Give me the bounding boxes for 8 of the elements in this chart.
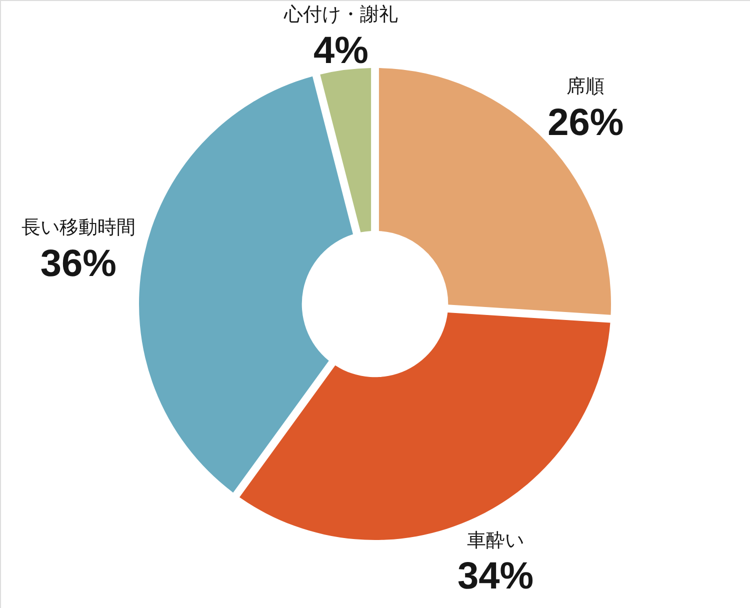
data-label: 36% (40, 243, 116, 286)
data-label: 4% (313, 30, 368, 72)
slice-label: 席順 (566, 75, 605, 98)
slice-label: 車酔い (466, 529, 524, 552)
data-label: 34% (457, 556, 534, 598)
data-label: 26% (548, 102, 624, 144)
slice-label: 心付け・謝礼 (282, 3, 398, 26)
slice-label: 長い移動時間 (21, 216, 136, 239)
